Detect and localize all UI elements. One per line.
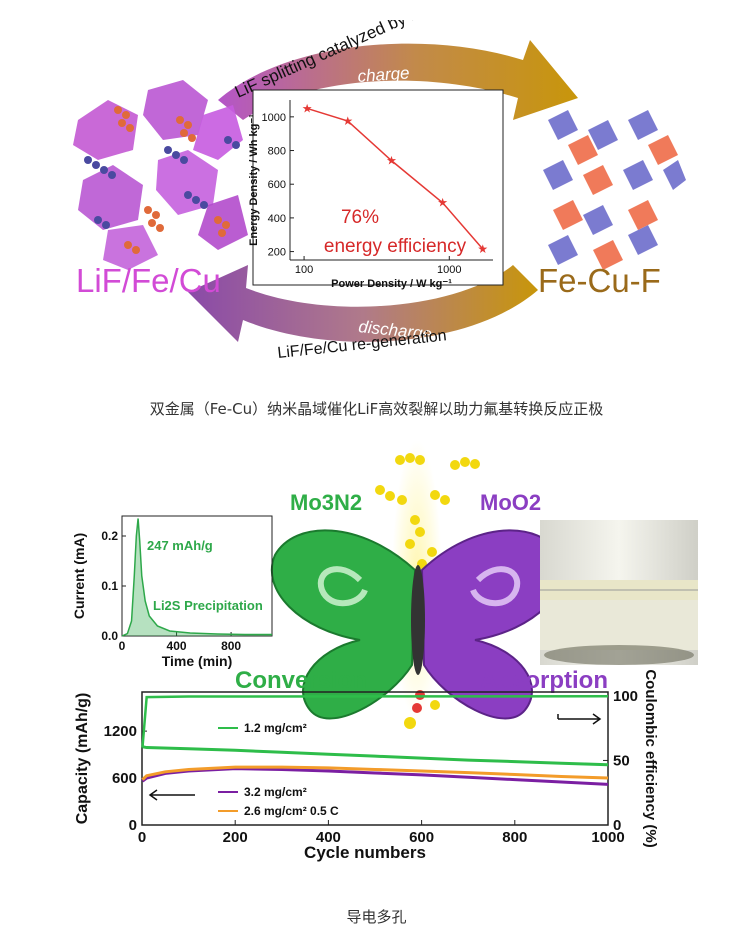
chart3-legend-label: 1.2 mg/cm² xyxy=(244,721,307,735)
chart2-y-tick-label: 0.1 xyxy=(101,579,118,593)
chart1-y-tick-label: 600 xyxy=(268,179,286,191)
chart2-y-label: Current (mA) xyxy=(71,533,87,619)
chart2-x-tick-label: 0 xyxy=(119,639,126,653)
fe-cu-f-lattice xyxy=(543,110,686,270)
chart1-y-tick-label: 200 xyxy=(268,247,286,259)
figure2-svg: Mo3N2 MoO2 Conversion Adsorption 0.00.10… xyxy=(71,440,698,862)
inset-capacity-label: 247 mAh/g xyxy=(147,538,213,553)
chart1-y-tick-label: 800 xyxy=(268,146,286,158)
figure-lif-conversion: LiF splitting catalyzed by metals charge… xyxy=(68,0,688,370)
chart3-x-tick-label: 1000 xyxy=(591,829,624,846)
energy-density-chart: 200 400 600 800 1000 100 1000 Power Density / W… xyxy=(248,100,493,290)
chart3-x-label: Cycle numbers xyxy=(304,843,426,862)
right-material-label: Fe-Cu-F xyxy=(538,262,661,299)
efficiency-value: 76% xyxy=(341,207,379,228)
chart2-area xyxy=(122,518,272,636)
chart2-x-label: Time (min) xyxy=(162,653,233,669)
charge-label: charge xyxy=(357,63,410,86)
chart3-y2-label: Coulombic efficiency (%) xyxy=(642,669,659,847)
chart3-series-line xyxy=(141,765,609,781)
chart3-x-tick-label: 800 xyxy=(502,829,527,846)
chart1-x-tick-label: 1000 xyxy=(437,264,461,276)
mo3n2-label: Mo3N2 xyxy=(290,490,362,515)
chart3-y2-tick-label: 0 xyxy=(613,817,621,834)
chart3-x-tick-label: 400 xyxy=(316,829,341,846)
chart2-x-tick-label: 800 xyxy=(221,639,241,653)
chart3-frame xyxy=(141,691,609,826)
conversion-label: Conversion xyxy=(235,667,367,694)
chart3-y-label: Capacity (mAh/g) xyxy=(74,693,91,825)
chart1-data-point: ★ xyxy=(386,154,397,168)
chart2-frame xyxy=(121,515,273,637)
chart3-series-line xyxy=(141,767,609,786)
chart2-series-line xyxy=(121,518,272,637)
chart1-y-tick-label: 1000 xyxy=(262,112,286,124)
chart1-data-point: ★ xyxy=(342,114,353,128)
discharge-arrow xyxy=(188,265,538,342)
chart1-y-label: Energy Density / Wh kg⁻¹ xyxy=(248,114,260,246)
chart2-y-tick-label: 0.0 xyxy=(101,629,118,643)
chart3-x-tick-label: 600 xyxy=(409,829,434,846)
chart2-y-tick-label: 0.2 xyxy=(101,529,118,543)
lif-fe-cu-crystal xyxy=(73,80,248,270)
chart1-x-tick-label: 100 xyxy=(295,264,313,276)
chart1-y-tick-label: 400 xyxy=(268,213,286,225)
chart1-data-point: ★ xyxy=(302,101,313,115)
chart1-x-label: Power Density / W kg⁻¹ xyxy=(331,278,452,290)
efficiency-label: energy efficiency xyxy=(324,236,467,257)
caption-2: 导电多孔 xyxy=(346,908,407,926)
butterfly-illustration xyxy=(270,529,565,720)
right-axis-arrow xyxy=(557,713,602,725)
moo2-label: MoO2 xyxy=(480,490,541,515)
chart3-y-tick-label: 1200 xyxy=(104,723,137,740)
chart3-y-tick-label: 0 xyxy=(129,817,137,834)
chart1-data-point: ★ xyxy=(477,242,488,256)
polysulfide-chains xyxy=(375,453,480,569)
left-axis-arrow xyxy=(148,789,195,801)
chart3-y2-tick-label: 50 xyxy=(613,752,630,769)
chart3-y-tick-label: 600 xyxy=(112,770,137,787)
caption-1: 双金属（Fe-Cu）纳米晶域催化LiF高效裂解以助力氟基转换反应正极 xyxy=(149,400,604,418)
chart3-series-line xyxy=(141,695,609,748)
figure1-svg: LiF splitting catalyzed by metals charge… xyxy=(73,0,686,362)
chart3-legend-label: 3.2 mg/cm² xyxy=(244,785,307,799)
adsorption-label: Adsorption xyxy=(480,667,608,694)
chart3-legend-label: 2.6 mg/cm² 0.5 C xyxy=(244,804,339,818)
figure-butterfly-cycling: Mo3N2 MoO2 Conversion Adsorption 0.0 0.1 0… xyxy=(60,440,700,880)
chart3-series-line xyxy=(142,745,609,767)
chart1-data-point: ★ xyxy=(437,196,448,210)
chart1-series-line xyxy=(306,107,484,250)
chart2-x-tick-label: 400 xyxy=(167,639,187,653)
chart3-x-tick-label: 200 xyxy=(223,829,248,846)
inset-li2s-label: Li2S Precipitation xyxy=(153,598,263,613)
vial-photo xyxy=(540,520,698,665)
left-material-label: LiF/Fe/Cu xyxy=(76,262,221,299)
charge-arrow xyxy=(218,40,578,120)
chart3-x-tick-label: 0 xyxy=(138,829,146,846)
chart3-y2-tick-label: 100 xyxy=(613,688,638,705)
